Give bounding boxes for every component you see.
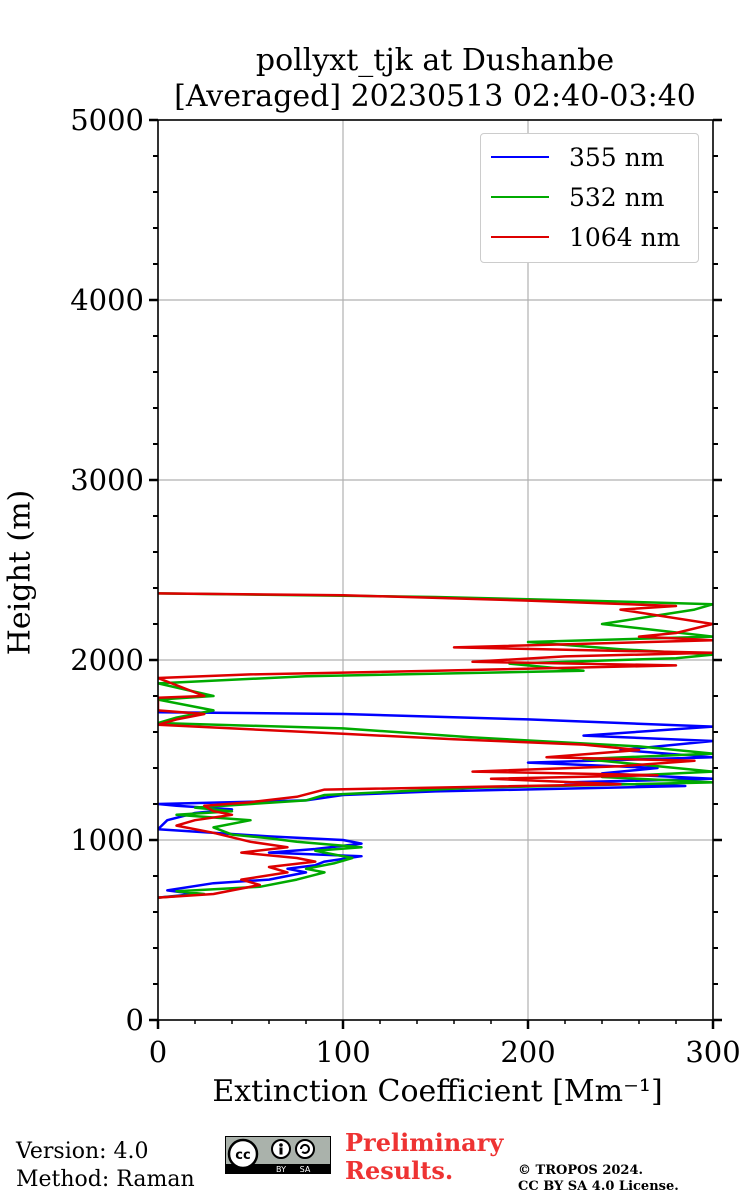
y-tick-label: 3000 [70, 463, 144, 497]
legend-item-355: 355 nm [491, 142, 664, 172]
copyright-line-2: CC BY SA 4.0 License. [518, 1179, 679, 1194]
chart-subtitle: [Averaged] 20230513 02:40-03:40 [174, 79, 696, 114]
series-lines [158, 592, 713, 899]
y-tick-label: 0 [126, 1003, 144, 1037]
cc-license-badge-icon: cc BY SA [225, 1136, 331, 1174]
preliminary-line-2: Results. [345, 1156, 454, 1185]
series-line-1064-nm [158, 592, 713, 899]
x-tick-label: 100 [315, 1035, 370, 1069]
x-axis-label: Extinction Coefficient [Mm⁻¹] [212, 1074, 663, 1109]
legend-swatch-1064 [491, 236, 549, 238]
y-tick-label: 1000 [70, 823, 144, 857]
copyright-notice: © TROPOS 2024. CC BY SA 4.0 License. [518, 1163, 679, 1195]
legend-label-532: 532 nm [569, 182, 665, 212]
y-tick-label: 5000 [70, 103, 144, 137]
chart-title: pollyxt_tjk at Dushanbe [255, 43, 615, 78]
legend-label-355: 355 nm [569, 142, 665, 172]
legend-swatch-532 [491, 196, 549, 198]
badge-sa-text: SA [300, 1165, 311, 1174]
svg-text:cc: cc [235, 1148, 250, 1163]
legend-item-1064: 1064 nm [491, 222, 680, 252]
legend-swatch-355 [491, 156, 549, 158]
tick-labels: 0 1000 2000 3000 4000 5000 0 100 200 300 [70, 103, 740, 1069]
y-tick-label: 2000 [70, 643, 144, 677]
y-axis-label: Height (m) [2, 489, 38, 656]
x-tick-label: 0 [149, 1035, 167, 1069]
y-tick-label: 4000 [70, 283, 144, 317]
axis-ticks [149, 118, 722, 1029]
x-tick-label: 200 [500, 1035, 555, 1069]
legend: 355 nm 532 nm 1064 nm [480, 133, 699, 263]
badge-by-text: BY [276, 1165, 286, 1174]
copyright-line-1: © TROPOS 2024. [518, 1163, 644, 1178]
grid-lines [158, 120, 713, 1020]
x-tick-label: 300 [685, 1035, 740, 1069]
version-text: Version: 4.0 [16, 1139, 149, 1164]
preliminary-notice: Preliminary Results. [345, 1129, 503, 1185]
series-line-355-nm [158, 710, 713, 899]
legend-label-1064: 1064 nm [569, 222, 681, 252]
footer-info: Version: 4.0 Method: Raman [16, 1138, 195, 1194]
plot-frame [157, 119, 714, 1021]
legend-item-532: 532 nm [491, 182, 664, 212]
preliminary-line-1: Preliminary [345, 1128, 504, 1157]
method-text: Method: Raman [16, 1167, 195, 1192]
